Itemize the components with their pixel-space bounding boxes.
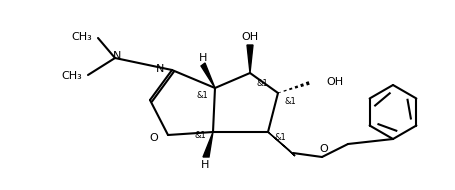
Text: N: N	[112, 51, 121, 61]
Text: &1: &1	[273, 132, 285, 142]
Text: &1: &1	[283, 97, 295, 105]
Text: H: H	[198, 53, 207, 63]
Text: &1: &1	[196, 90, 207, 100]
Text: O: O	[319, 144, 328, 154]
Polygon shape	[247, 45, 253, 73]
Polygon shape	[202, 132, 212, 157]
Polygon shape	[268, 132, 294, 156]
Text: O: O	[149, 133, 157, 143]
Text: H: H	[200, 160, 209, 170]
Polygon shape	[201, 63, 214, 88]
Text: N: N	[155, 64, 164, 74]
Text: CH₃: CH₃	[61, 71, 82, 81]
Text: OH: OH	[241, 32, 258, 42]
Text: &1: &1	[256, 78, 267, 88]
Text: &1: &1	[194, 131, 205, 139]
Text: CH₃: CH₃	[71, 32, 92, 42]
Text: OH: OH	[325, 77, 342, 87]
